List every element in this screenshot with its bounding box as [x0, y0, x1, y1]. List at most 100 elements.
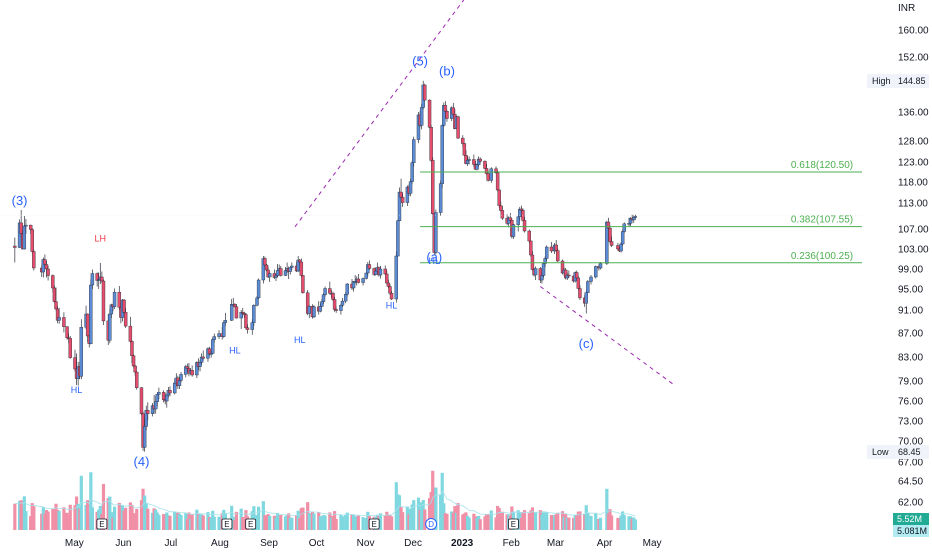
candle-body [179, 374, 183, 381]
earnings-badge[interactable]: E [96, 518, 108, 530]
time-tick-label: May [65, 538, 84, 549]
candle-series [13, 80, 638, 452]
badge-letter: E [511, 520, 516, 529]
volume-bar [445, 513, 449, 530]
volume-bar [89, 472, 93, 530]
candle-body [356, 278, 361, 283]
earnings-badge[interactable]: E [221, 518, 233, 530]
candle-body [307, 306, 311, 314]
candle-body [283, 270, 288, 276]
time-tick-label: Dec [404, 538, 422, 549]
candle-body [85, 313, 90, 337]
price-tick-label: 95.00 [898, 285, 923, 296]
candle-body [252, 305, 256, 323]
price-tick-label: 128.00 [898, 137, 929, 148]
volume-bar [440, 472, 444, 530]
candle-body [332, 299, 337, 310]
low-marker: Low 68.45 [867, 445, 929, 459]
low-marker-bg [867, 445, 929, 459]
candle-body [456, 116, 460, 139]
candle-body [201, 356, 205, 359]
volume-bar [378, 513, 383, 530]
candle-body [589, 276, 593, 282]
candle-body [19, 222, 23, 234]
candle-body [57, 317, 61, 321]
candle-body [622, 223, 626, 232]
candle-body [79, 327, 84, 377]
price-tick-label: 123.00 [898, 158, 929, 169]
trendline [540, 286, 674, 385]
candle-body [173, 382, 177, 394]
candle-body [343, 294, 348, 302]
candle-body [142, 426, 147, 448]
volume-bar [234, 511, 239, 530]
dividend-badge[interactable]: D [425, 518, 438, 530]
candle-body [465, 160, 470, 164]
volume-bar [467, 517, 471, 530]
candle-body [68, 338, 72, 358]
candle-body [223, 320, 228, 323]
candle-body [541, 263, 546, 276]
fib-level-label: 0.382(107.55) [791, 215, 853, 226]
candle-body [608, 227, 612, 242]
candle-body [378, 268, 383, 276]
currency-label: INR [898, 3, 915, 14]
candle-body [185, 366, 190, 369]
candle-body [383, 268, 387, 275]
price-tick-label: 76.00 [898, 397, 923, 408]
price-axis[interactable]: INR 160.00 152.00 136.00 128.00 123.00 118.00… [898, 3, 929, 509]
candle-body [255, 297, 259, 306]
time-tick-label: Oct [309, 538, 325, 549]
candle-body [133, 365, 137, 373]
candle-body [499, 205, 503, 211]
candle-body [128, 325, 133, 342]
earnings-badge[interactable]: E [245, 518, 257, 530]
candle-body [210, 339, 215, 354]
candle-body [168, 390, 172, 394]
volume-bar [598, 517, 603, 530]
time-axis[interactable]: May Jun Jul Aug Sep Oct Nov Dec 2023 Feb Mar Apr May [65, 538, 662, 549]
low-marker-label: Low [872, 447, 889, 457]
volume-bar [112, 506, 117, 530]
volume-bar [500, 511, 504, 530]
candle-body [385, 273, 389, 284]
volume-bar [401, 512, 405, 530]
candle-body [576, 277, 581, 289]
volume-bar [340, 516, 345, 530]
drawings-layer: 0.618(120.50) 0.382(107.55) 0.236(100.25) [0, 0, 862, 385]
candle-body [43, 259, 47, 265]
volume-bar [301, 507, 305, 530]
elliott-wave-label: (5) [412, 53, 428, 68]
volume-bar [252, 506, 256, 530]
candle-body [598, 263, 603, 269]
earnings-badge[interactable]: E [508, 518, 519, 530]
earnings-badge[interactable]: E [368, 518, 380, 530]
price-tick-label: 62.00 [898, 498, 923, 509]
candle-body [233, 304, 237, 308]
volume-bar [622, 515, 626, 530]
pivot-label: HL [429, 256, 441, 266]
badge-letter: D [428, 520, 434, 529]
candle-body [62, 317, 66, 327]
candle-body [28, 224, 33, 230]
time-tick-label: Mar [547, 538, 565, 549]
candle-body [130, 341, 134, 356]
candle-body [516, 216, 520, 225]
volume-bar [586, 512, 590, 530]
volume-bar [556, 512, 560, 530]
candle-body [267, 273, 272, 278]
candle-body [207, 348, 212, 355]
low-marker-value: 68.45 [898, 447, 921, 457]
volume-bar [179, 515, 183, 530]
price-tick-label: 99.00 [898, 265, 923, 276]
candle-body [472, 159, 476, 165]
volume-bar [412, 500, 416, 530]
volume-bar [434, 487, 438, 530]
volume-average-line [14, 490, 636, 517]
badge-shape [425, 518, 438, 530]
candle-body [161, 392, 166, 400]
price-tick-label: 87.00 [898, 329, 923, 340]
candle-body [497, 189, 501, 206]
